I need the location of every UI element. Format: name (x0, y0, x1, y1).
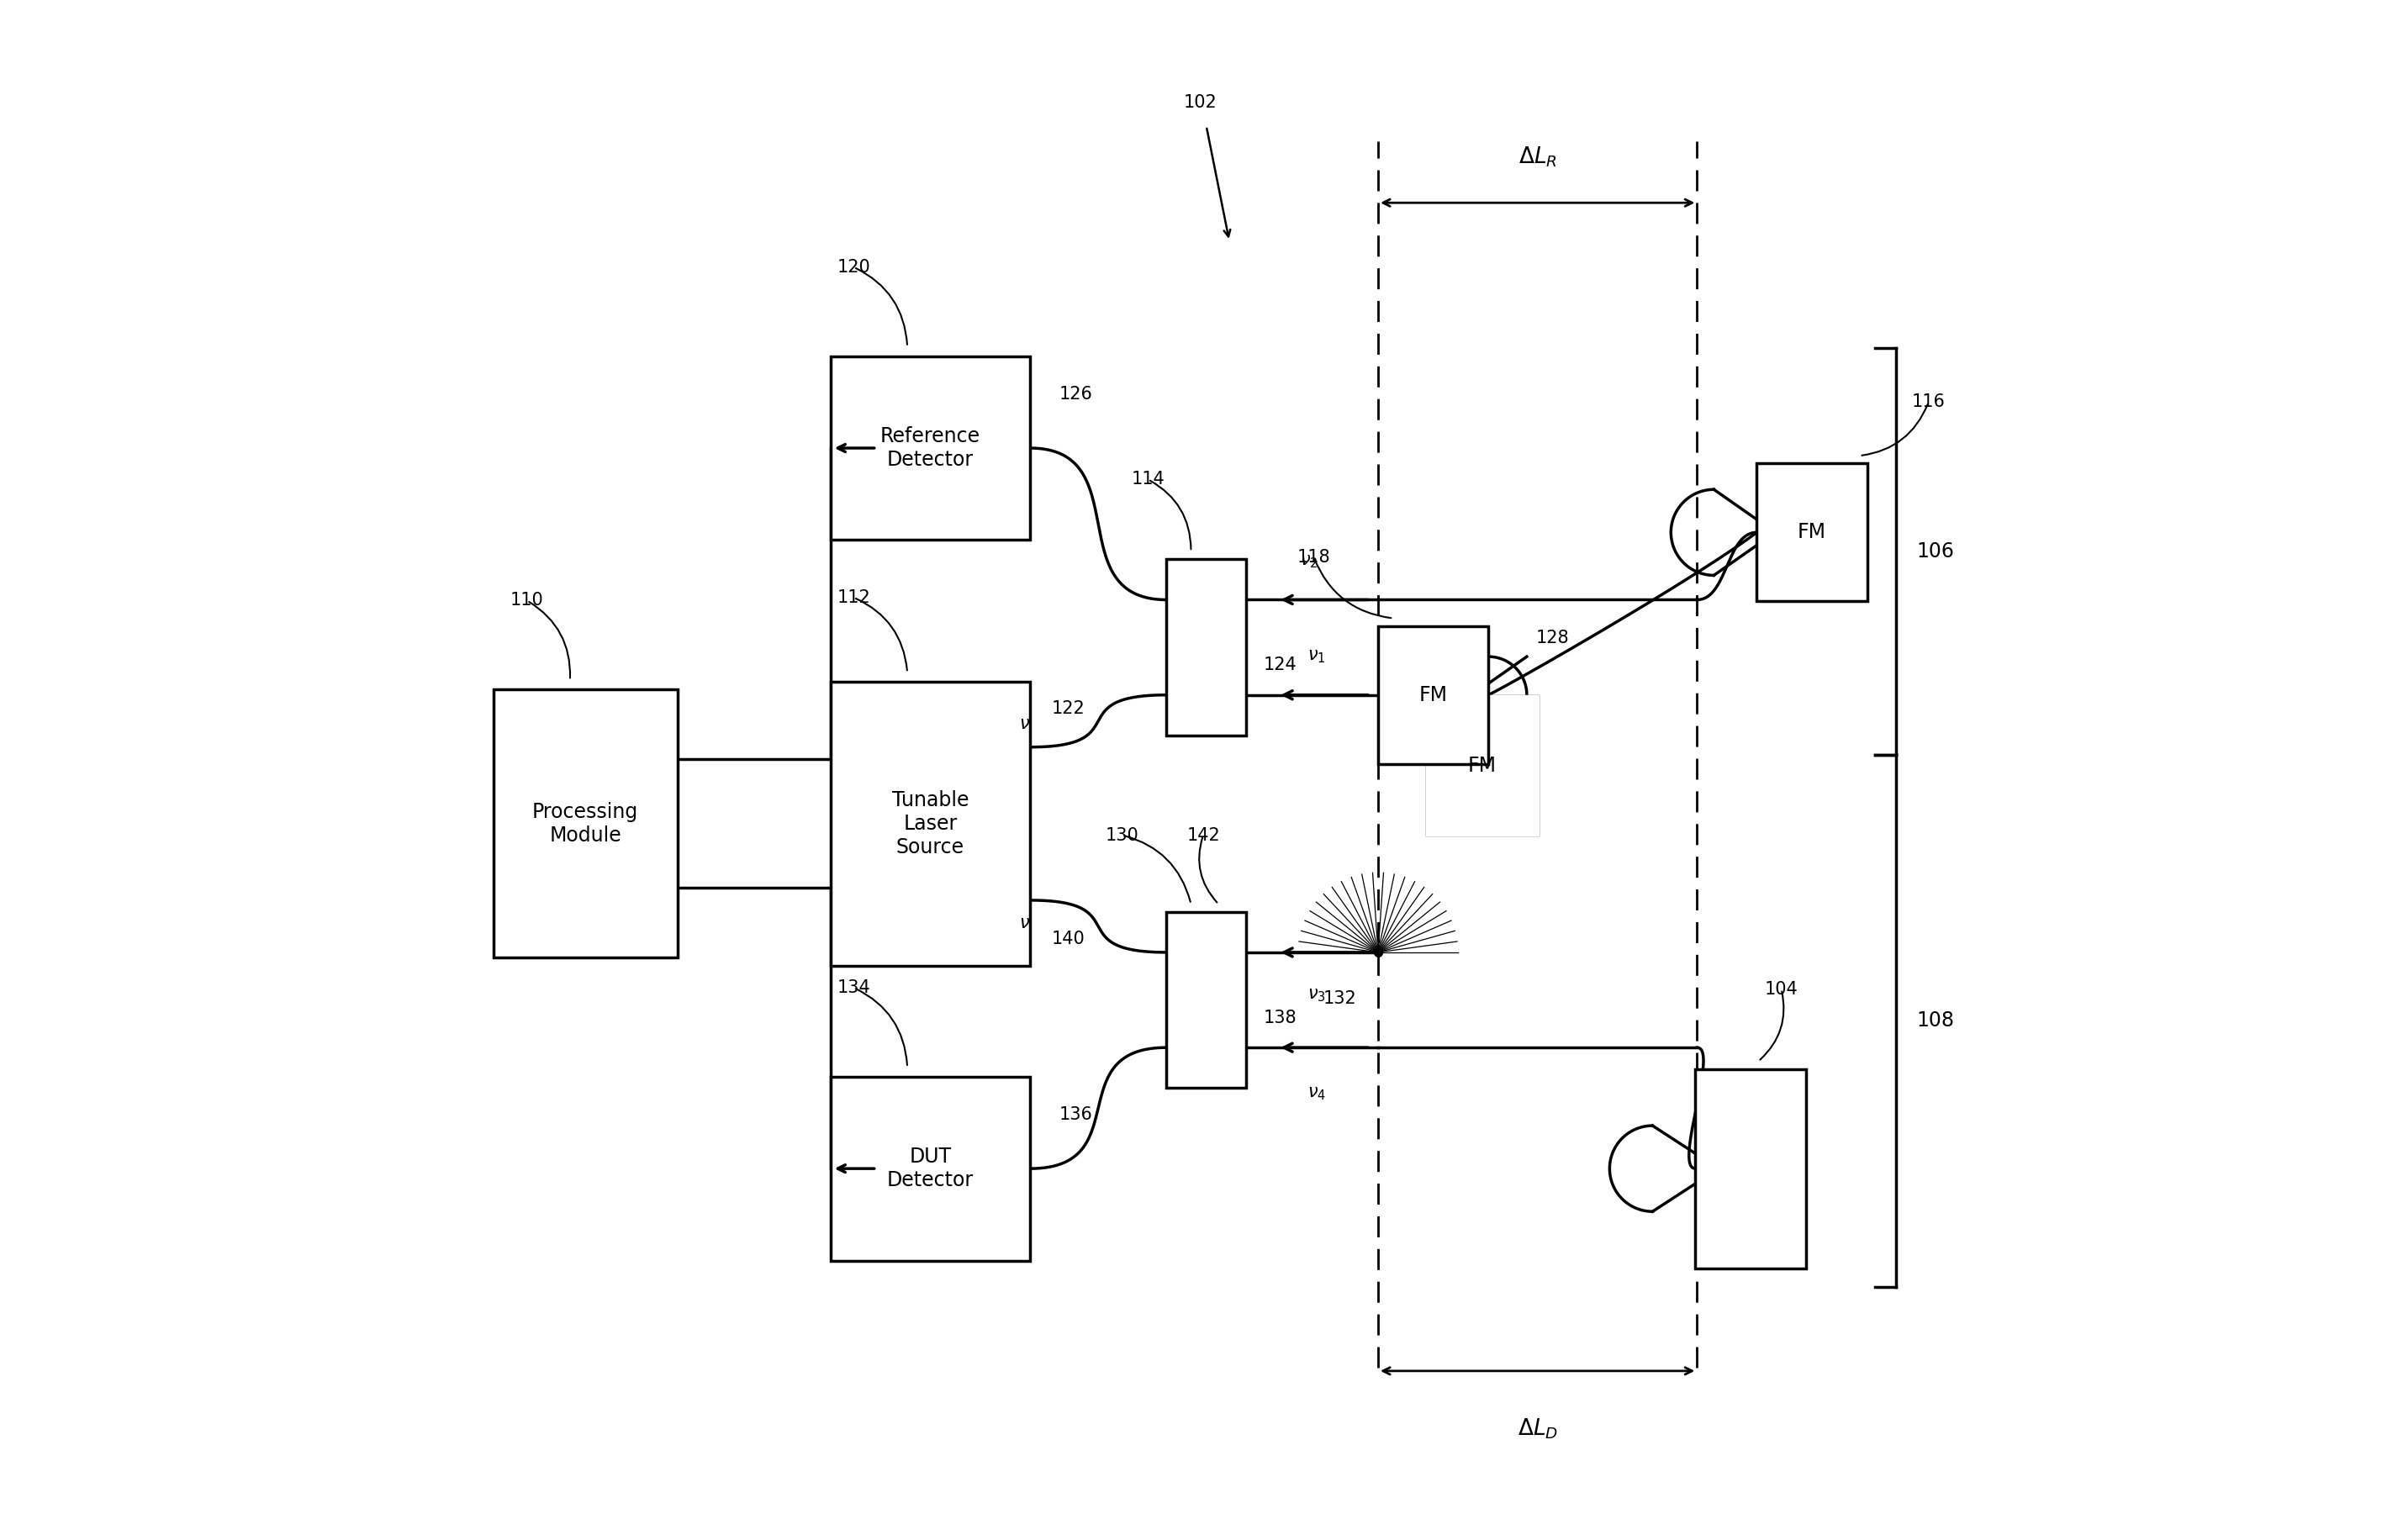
Text: 126: 126 (1060, 387, 1093, 403)
FancyBboxPatch shape (1167, 912, 1246, 1089)
Text: $\nu_2$: $\nu_2$ (1301, 553, 1317, 570)
Text: $\nu_4$: $\nu_4$ (1308, 1086, 1327, 1103)
Text: 114: 114 (1131, 471, 1165, 488)
Text: 130: 130 (1105, 827, 1139, 844)
Text: 132: 132 (1322, 990, 1355, 1007)
FancyBboxPatch shape (831, 682, 1029, 966)
Text: FM: FM (1420, 685, 1448, 705)
Text: 122: 122 (1050, 701, 1086, 718)
FancyBboxPatch shape (1696, 1069, 1806, 1269)
Text: 102: 102 (1184, 94, 1217, 111)
Text: 136: 136 (1060, 1107, 1093, 1123)
Text: 134: 134 (836, 979, 869, 996)
FancyBboxPatch shape (493, 690, 676, 958)
Text: $\nu$: $\nu$ (1019, 716, 1029, 733)
FancyBboxPatch shape (1167, 559, 1246, 736)
Text: $\Delta L_R$: $\Delta L_R$ (1517, 145, 1558, 169)
Text: Reference
Detector: Reference Detector (881, 427, 981, 470)
Text: 116: 116 (1913, 394, 1946, 411)
Text: Processing
Module: Processing Module (531, 802, 638, 845)
FancyBboxPatch shape (831, 1076, 1029, 1261)
Text: $\nu$: $\nu$ (1019, 915, 1029, 932)
FancyBboxPatch shape (1758, 464, 1867, 602)
Text: DUT
Detector: DUT Detector (886, 1147, 974, 1190)
Text: 106: 106 (1915, 542, 1953, 562)
Text: FM: FM (1467, 755, 1496, 776)
Text: 128: 128 (1536, 630, 1570, 647)
Text: $\Delta L_D$: $\Delta L_D$ (1517, 1417, 1558, 1441)
FancyBboxPatch shape (1427, 696, 1536, 835)
Text: $\nu_1$: $\nu_1$ (1308, 648, 1327, 665)
Text: 120: 120 (836, 259, 869, 276)
FancyBboxPatch shape (1379, 625, 1489, 764)
Text: 110: 110 (510, 593, 543, 608)
FancyBboxPatch shape (1427, 696, 1536, 835)
Text: 138: 138 (1262, 1009, 1296, 1026)
Text: 142: 142 (1186, 827, 1220, 844)
Text: 124: 124 (1262, 656, 1296, 673)
Text: Tunable
Laser
Source: Tunable Laser Source (891, 790, 969, 858)
Text: 104: 104 (1765, 981, 1798, 998)
Text: 108: 108 (1915, 1010, 1953, 1030)
Text: 140: 140 (1050, 930, 1086, 947)
Text: FM: FM (1798, 522, 1827, 542)
Text: $\nu_3$: $\nu_3$ (1308, 987, 1327, 1004)
Text: 118: 118 (1298, 548, 1329, 565)
Text: 112: 112 (836, 590, 869, 605)
FancyBboxPatch shape (831, 356, 1029, 541)
